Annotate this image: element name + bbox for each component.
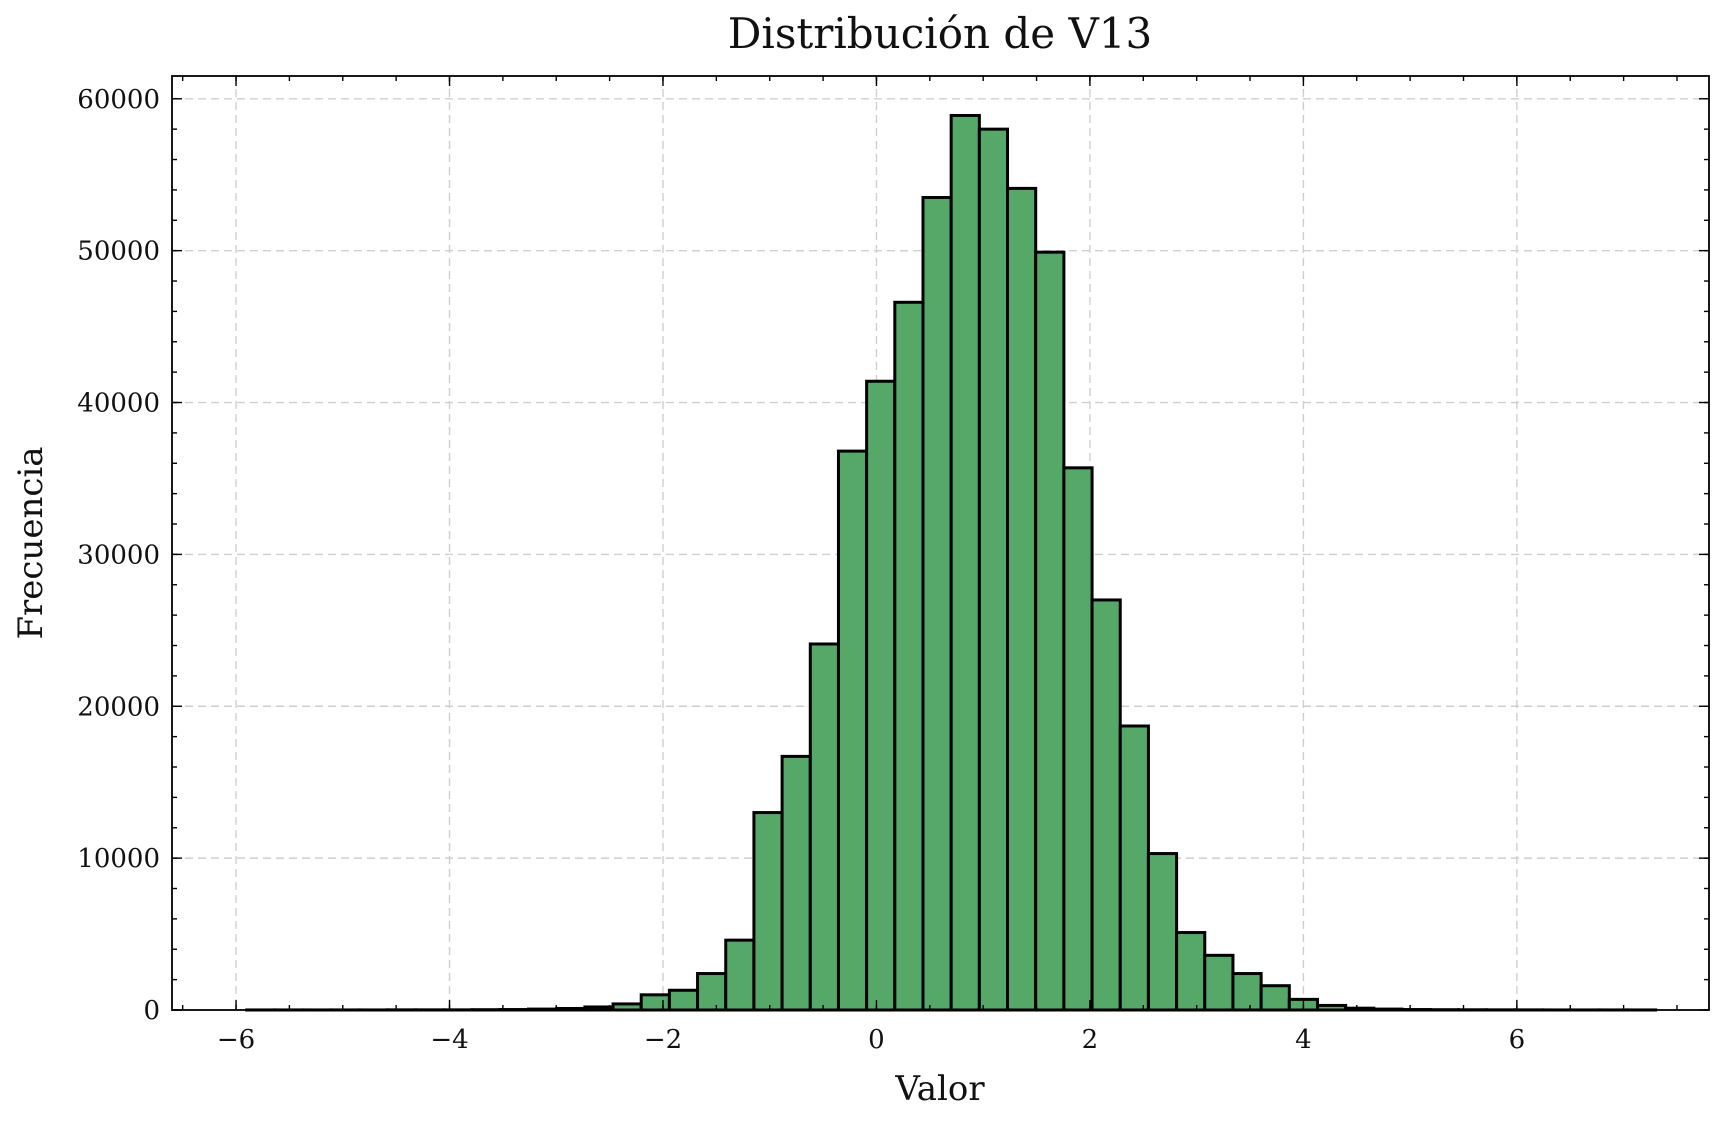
histogram-bar xyxy=(696,972,728,1012)
histogram-bar xyxy=(1118,724,1150,1012)
histogram-bar xyxy=(1006,186,1038,1012)
histogram-bar xyxy=(1146,852,1179,1012)
histogram-bar xyxy=(865,379,897,1012)
histogram-bar xyxy=(1231,972,1263,1012)
x-tick-label: 2 xyxy=(1082,1025,1099,1055)
histogram-bar xyxy=(611,1002,643,1012)
y-tick-label: 20000 xyxy=(77,692,160,722)
y-axis-label: Frecuencia xyxy=(11,446,51,639)
x-tick-label: −4 xyxy=(430,1025,468,1055)
histogram-bar xyxy=(1062,466,1094,1012)
histogram-bar xyxy=(977,127,1010,1012)
x-tick-label: 4 xyxy=(1295,1025,1312,1055)
histogram-bars xyxy=(245,113,1658,1012)
histogram-bar xyxy=(1203,953,1235,1012)
histogram-bar xyxy=(808,642,840,1012)
x-tick-label: 6 xyxy=(1509,1025,1526,1055)
y-tick-label: 0 xyxy=(143,996,160,1026)
histogram-bar xyxy=(667,988,700,1012)
chart-title: Distribución de V13 xyxy=(728,9,1153,58)
histogram-bar xyxy=(752,811,784,1012)
y-tick-label: 30000 xyxy=(77,540,160,570)
histogram-bar xyxy=(1090,598,1122,1012)
histogram-bar xyxy=(836,449,869,1012)
histogram-bar xyxy=(724,938,756,1012)
x-tick-label: −6 xyxy=(217,1025,255,1055)
x-axis-label: Valor xyxy=(894,1069,985,1109)
histogram-bar xyxy=(893,300,925,1012)
axis-ticks: −6 −4 −2 0 2 4 6 0 10000 20000 30000 40000 50000 6000… xyxy=(77,76,1709,1055)
plot-frame xyxy=(171,75,1710,1011)
x-tick-label: 0 xyxy=(868,1025,885,1055)
y-tick-label: 50000 xyxy=(77,237,160,267)
histogram-bar xyxy=(1259,984,1291,1012)
y-tick-label: 40000 xyxy=(77,389,160,419)
y-tick-label: 60000 xyxy=(77,85,160,115)
histogram-bar xyxy=(949,113,981,1012)
x-tick-label: −2 xyxy=(644,1025,682,1055)
histogram-bar xyxy=(780,754,812,1012)
axes xyxy=(171,75,1710,1011)
histogram-bar xyxy=(1034,250,1066,1012)
histogram-bar xyxy=(921,195,953,1012)
histogram-bar xyxy=(1175,931,1207,1012)
histogram-bar xyxy=(639,993,671,1012)
y-tick-label: 10000 xyxy=(77,844,160,874)
